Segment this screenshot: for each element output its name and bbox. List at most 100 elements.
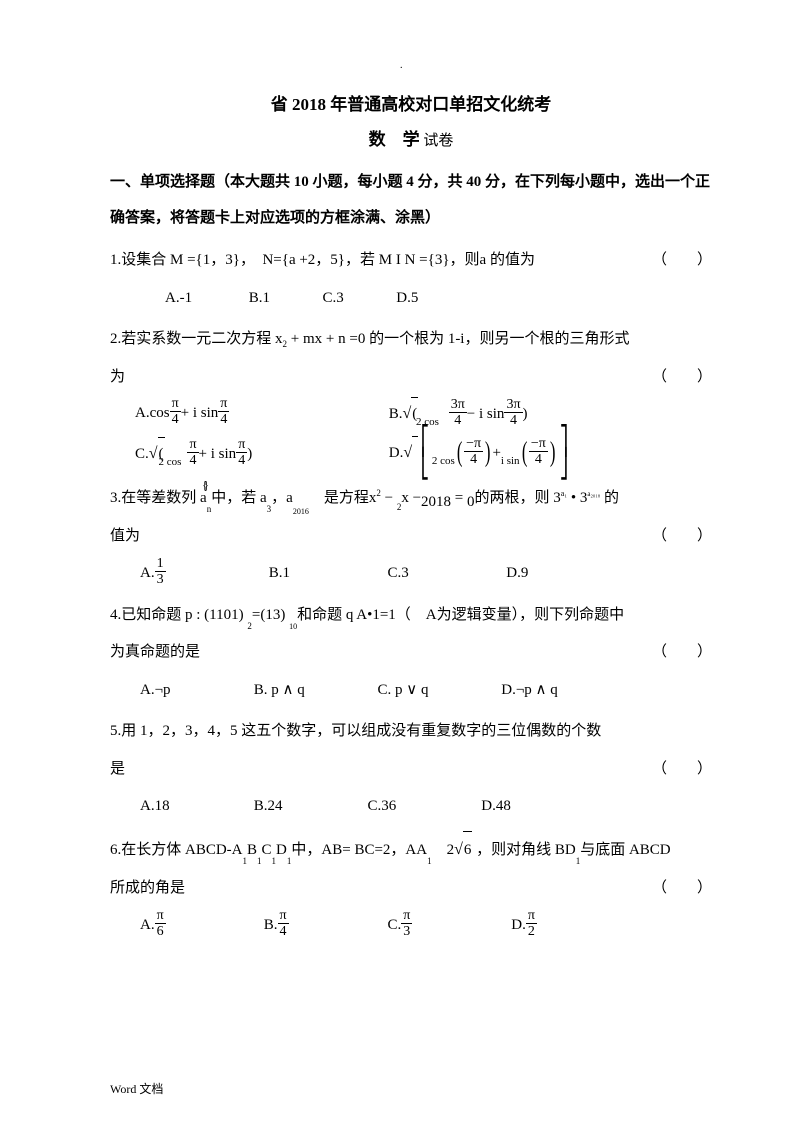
q2-options-row2: C.(2 cosπ4 + i sinπ4) D. ⎡⎣2 cos(−π4) + …: [110, 431, 712, 476]
answer-paren: （ ）: [652, 242, 712, 280]
q4-text-e: A•1=1（ A为逻辑变量），则下列命题中: [353, 607, 624, 623]
q3-text-f: 值为: [110, 528, 140, 544]
answer-paren: （ ）: [652, 751, 712, 789]
q6-options: A.π6 B.π4 C.π3 D.π2: [110, 907, 712, 945]
q2-eq-mid: + mx + n =: [287, 331, 358, 347]
q1-opt-b: B.1: [249, 280, 319, 318]
q3-text-b: 中，若: [211, 490, 260, 506]
q1-stem: 1.设集合 M ={1，3}， N={a +2，5}，若 M I N ={3}，…: [110, 242, 712, 280]
q2b-frac2: 3π4: [504, 397, 522, 429]
q2c-frac2: π4: [236, 437, 247, 469]
q5-text-b: 是: [110, 761, 125, 777]
q2-opt-a: A.cosπ4 + i sinπ4: [135, 397, 385, 430]
q2d-plus: +: [492, 437, 500, 470]
bracket-icon: ⎤⎦: [560, 431, 568, 476]
question-6: 6.在长方体 ABCD-A1B1C1D1中，AB= BC=2，AA1 26 ，则…: [110, 830, 712, 945]
q2a-frac1: π4: [170, 396, 181, 428]
q6-2sqrt6: 26: [447, 842, 473, 858]
q5-opt-c: C.36: [368, 788, 478, 826]
q2-opt-d: D. ⎡⎣2 cos(−π4) + i sin(−π4)⎤⎦: [389, 431, 571, 476]
q2c-mid: + i sin: [199, 438, 237, 471]
q6-opt-b: B.π4: [264, 907, 384, 945]
q6-s1d: 1: [287, 856, 292, 866]
bracket-icon: ⎡⎣: [421, 431, 429, 476]
q6-s1a: 1: [243, 856, 248, 866]
paren-icon: (: [457, 442, 463, 464]
q3-pow: 3a₁ • 3a₂₀₁₈: [553, 490, 600, 506]
q5-stem-1: 5.用 1，2，3，4，5 这五个数字，可以组成没有重复数字的三位偶数的个数: [110, 713, 712, 751]
q6-text-c: C: [262, 842, 272, 858]
q4-opt-b: B. p ∧ q: [254, 672, 374, 710]
q2-text-c: 为: [110, 369, 125, 385]
q2-opt-c: C.(2 cosπ4 + i sinπ4): [135, 436, 385, 471]
title-thin: 试卷: [420, 133, 454, 149]
q3-stem-1: 3.在等差数列 {}an中，若 a3，a2016 是方程x2 − 2x −201…: [110, 480, 712, 518]
q3-a3: a3: [260, 490, 271, 506]
q1-opt-d: D.5: [396, 280, 418, 318]
q5-opt-b: B.24: [254, 788, 364, 826]
q3-opt-c: C.3: [388, 555, 503, 593]
title-line-1: 省 2018 年普通高校对口单招文化统考: [110, 90, 712, 115]
q6-text-e: 中，AB= BC=2，AA: [291, 842, 427, 858]
q2b-pre: B.: [389, 398, 403, 431]
q4-options: A.¬p B. p ∧ q C. p ∨ q D.¬p ∧ q: [110, 672, 712, 710]
q6-opt-a: A.π6: [140, 907, 260, 945]
q6-text-b: B: [247, 842, 257, 858]
title-line-2: 数 学 试卷: [110, 125, 712, 150]
question-3: 3.在等差数列 {}an中，若 a3，a2016 是方程x2 − 2x −201…: [110, 480, 712, 593]
page-content: 省 2018 年普通高校对口单招文化统考 数 学 试卷 一、单项选择题（本大题共…: [0, 0, 800, 989]
sqrt-icon: [403, 435, 418, 470]
q5-stem-2: 是 （ ）: [110, 751, 712, 789]
q3-text-e: 的: [600, 490, 619, 506]
q6-opt-d: D.π2: [511, 907, 537, 945]
q2d-pre: D.: [389, 437, 404, 470]
q4-stem-1: 4.已知命题 p : (1101) 2=(13) 10和命题 q A•1=1（ …: [110, 597, 712, 635]
q3-eq: x2 − 2x −2018 = 0: [369, 490, 475, 506]
q4-p: p: [185, 607, 193, 623]
q2d-frac2: −π4: [529, 436, 548, 468]
q1-opt-c: C.3: [323, 280, 393, 318]
q2a-pre: A.cos: [135, 397, 170, 430]
q4-text-f: 为真命题的是: [110, 644, 200, 660]
q5-options: A.18 B.24 C.36 D.48: [110, 788, 712, 826]
answer-paren: （ ）: [652, 518, 712, 556]
q2a-frac2: π4: [218, 396, 229, 428]
q2c-pre: C.: [135, 438, 149, 471]
q3-text-d: 的两根，则: [475, 490, 554, 506]
answer-paren: （ ）: [652, 634, 712, 672]
question-5: 5.用 1，2，3，4，5 这五个数字，可以组成没有重复数字的三位偶数的个数 是…: [110, 713, 712, 826]
q4-text-a: 4.已知命题: [110, 607, 185, 623]
q6-stem-1: 6.在长方体 ABCD-A1B1C1D1中，AB= BC=2，AA1 26 ，则…: [110, 830, 712, 870]
footer-text: Word 文档: [110, 1080, 163, 1097]
q2d-isin: i sin: [501, 449, 520, 473]
q4-text-d: 和命题: [297, 607, 346, 623]
section-header: 一、单项选择题（本大题共 10 小题，每小题 4 分，共 40 分，在下列每小题…: [110, 164, 712, 236]
q2-text-a: 2.若实系数一元二次方程: [110, 331, 275, 347]
q1-opt-a: A.-1: [165, 280, 245, 318]
q3-opt-d: D.9: [506, 555, 528, 593]
q6-s1c: 1: [272, 856, 277, 866]
question-2: 2.若实系数一元二次方程 x2 + mx + n =0 的一个根为 1-i，则另…: [110, 321, 712, 476]
q6-s1f: 1: [576, 856, 581, 866]
q2-eq-x: x: [275, 331, 283, 347]
q3-a2016: a2016: [286, 490, 309, 506]
q2-options-row1: A.cosπ4 + i sinπ4 B.( 2 cos 3π4− i sin3π…: [110, 396, 712, 431]
q1-text: 1.设集合 M ={1，3}， N={a +2，5}，若 M I N ={3}，…: [110, 252, 535, 268]
q4-opt-a: A.¬p: [140, 672, 250, 710]
q6-stem-2: 所成的角是 （ ）: [110, 870, 712, 908]
q4-opt-d: D.¬p ∧ q: [501, 672, 558, 710]
q2-stem-2: 为 （ ）: [110, 359, 712, 397]
q6-text-a: 6.在长方体 ABCD-A: [110, 842, 243, 858]
q6-s1e: 1: [427, 856, 432, 866]
q3-opt-b: B.1: [269, 555, 384, 593]
q2-stem-1: 2.若实系数一元二次方程 x2 + mx + n =0 的一个根为 1-i，则另…: [110, 321, 712, 359]
top-dot: .: [400, 60, 403, 71]
q3-options: A.13 B.1 C.3 D.9: [110, 555, 712, 593]
q2d-2cos: 2 cos: [432, 449, 455, 473]
q6-text-d: D: [276, 842, 287, 858]
q3-an: {}an: [200, 480, 211, 518]
q3-comma: ，: [271, 490, 286, 506]
q4-stem-2: 为真命题的是 （ ）: [110, 634, 712, 672]
q4-sub10: 10: [289, 622, 297, 631]
q2b-frac1: 3π4: [449, 397, 467, 429]
